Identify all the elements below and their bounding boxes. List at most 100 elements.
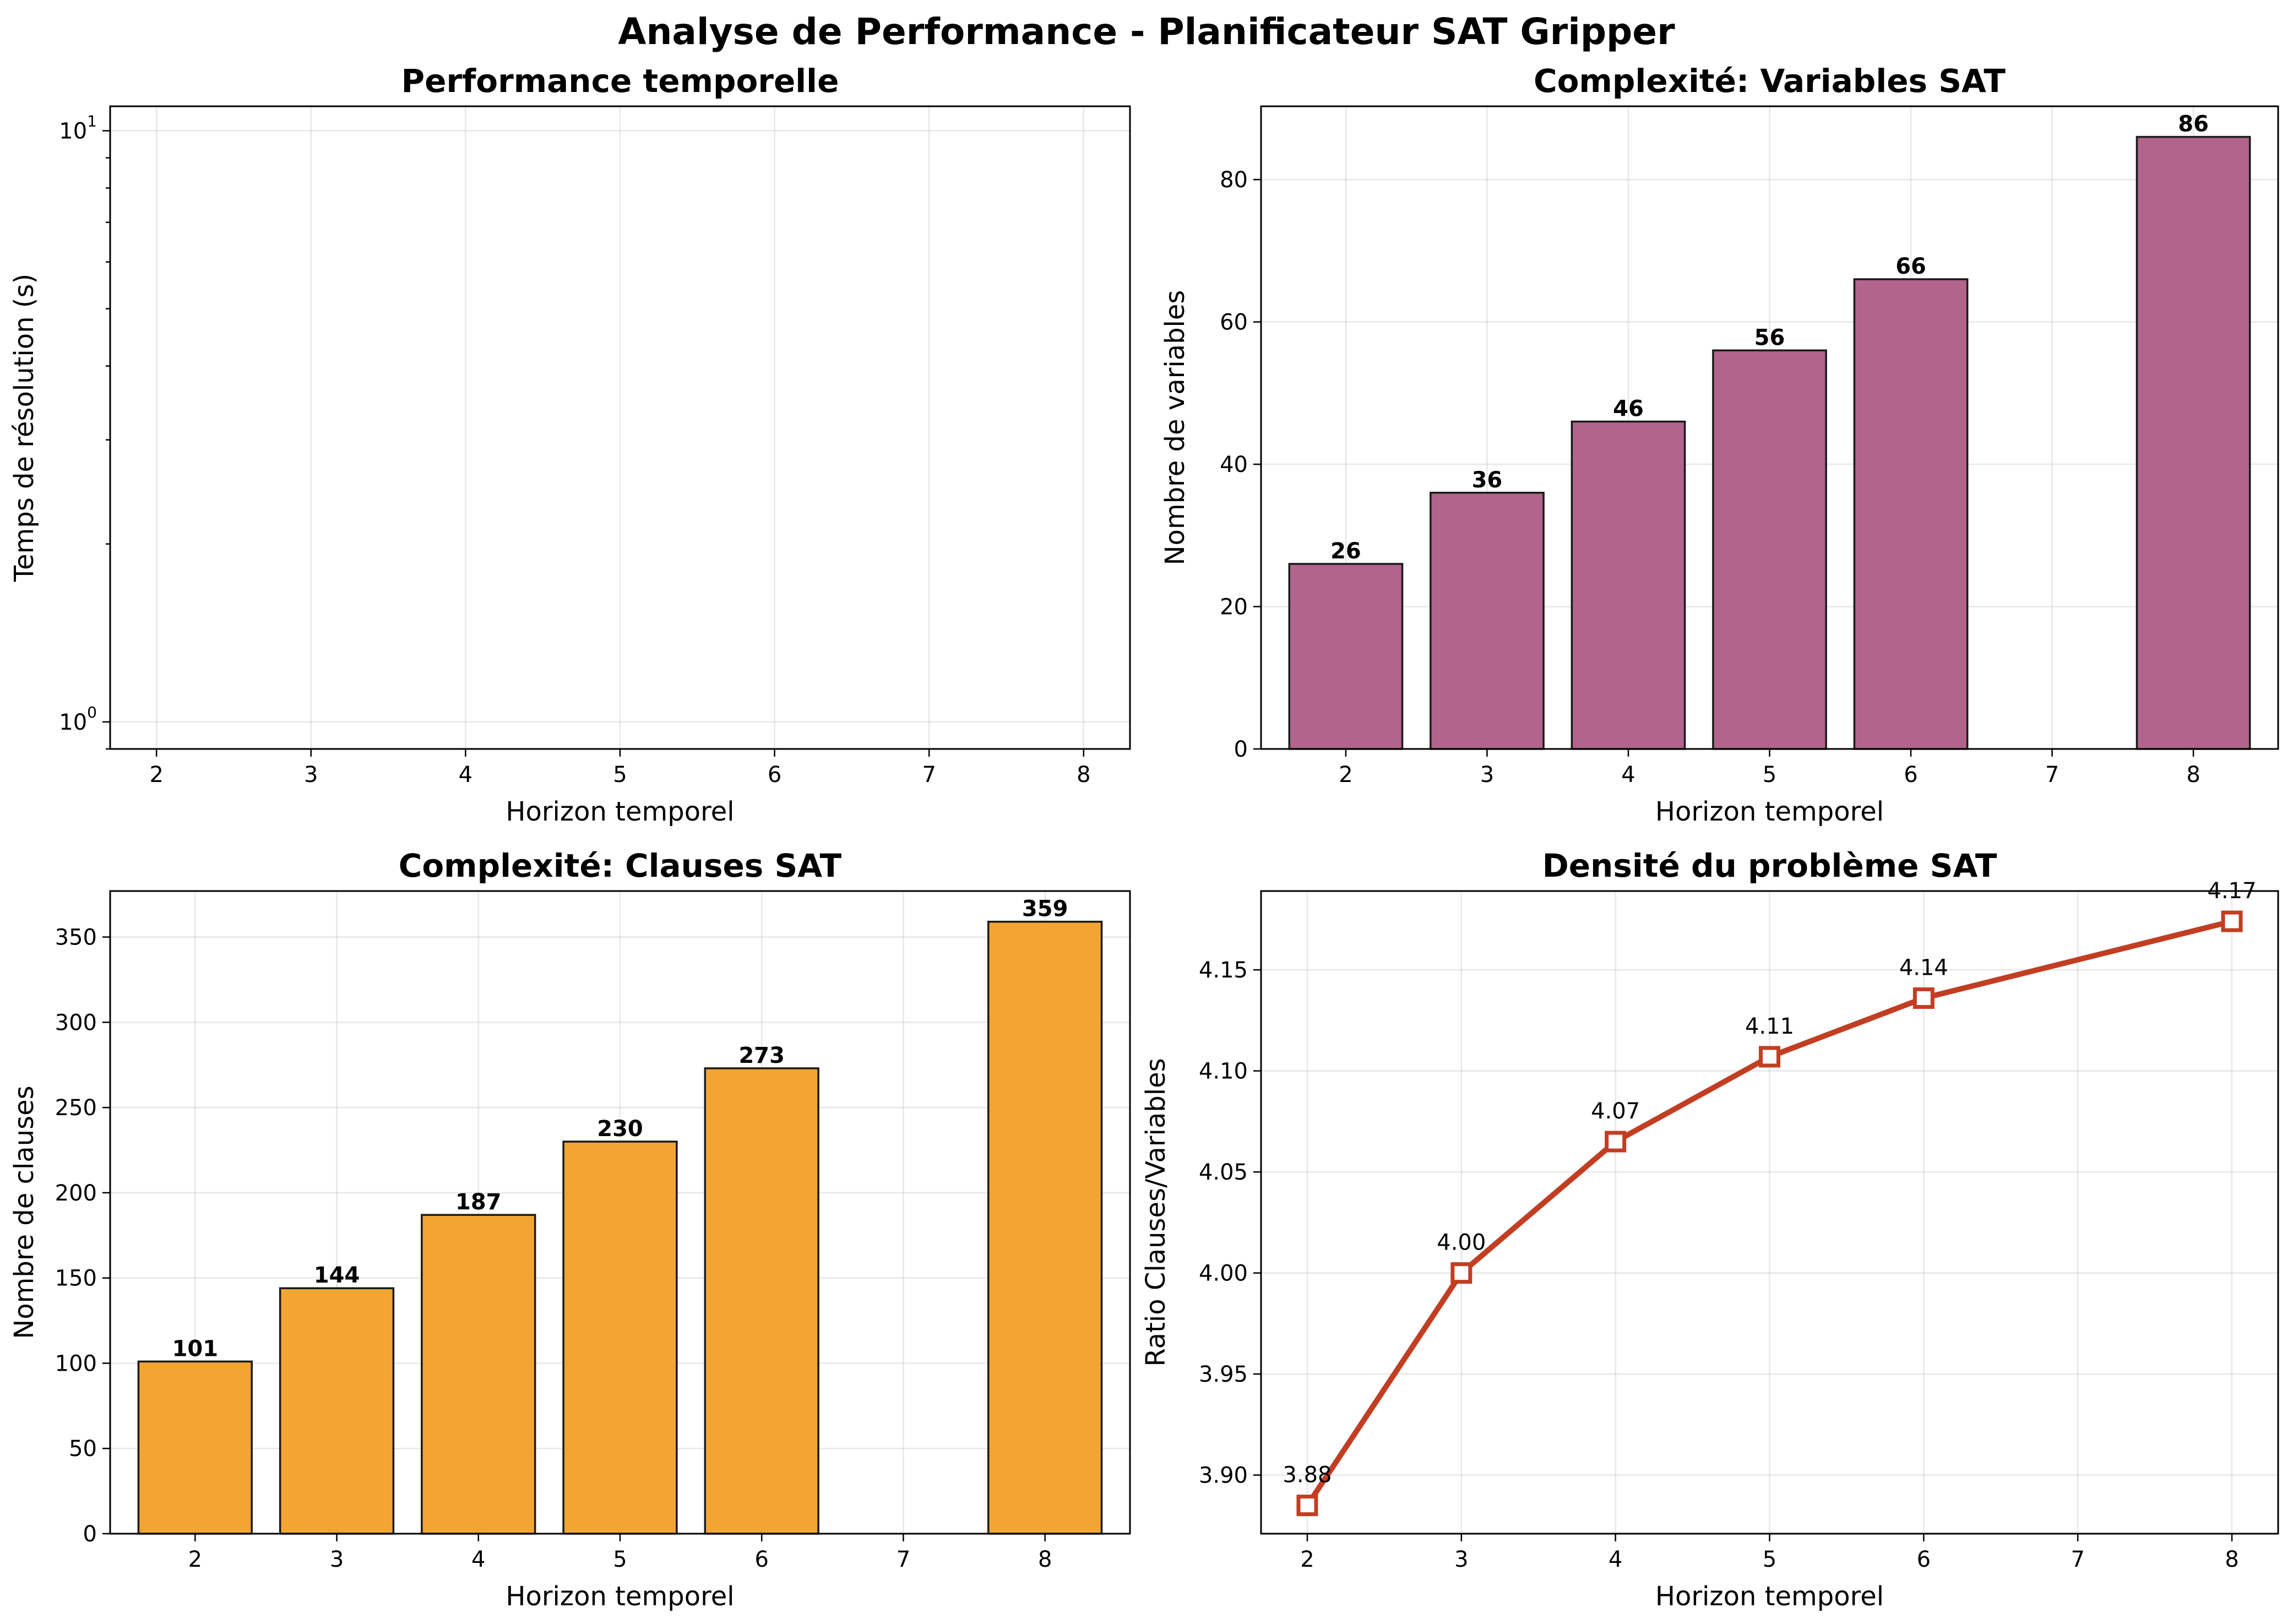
y-tick-label: 50	[69, 1436, 97, 1462]
x-tick-label: 2	[149, 762, 163, 787]
x-tick-label: 2	[1339, 762, 1352, 787]
bar	[421, 1214, 536, 1535]
x-tick-label: 2	[188, 1547, 202, 1572]
bar-value-label: 230	[597, 1116, 643, 1142]
bar	[1288, 563, 1404, 750]
x-tick-label: 5	[613, 1547, 627, 1572]
y-tick-label: 4.15	[1199, 958, 1248, 983]
x-axis-label: Horizon temporel	[1655, 796, 1884, 827]
bar-value-label: 101	[172, 1336, 219, 1361]
x-tick-label: 5	[1763, 1547, 1776, 1572]
x-axis-label: Horizon temporel	[1655, 1581, 1884, 1612]
x-tick-label: 3	[1454, 1547, 1468, 1572]
x-axis-label: Horizon temporel	[506, 1581, 734, 1612]
x-tick-label: 7	[922, 762, 936, 787]
bar	[562, 1140, 678, 1535]
x-tick-label: 4	[459, 762, 472, 787]
data-point	[1450, 1262, 1472, 1284]
point-value-label: 4.11	[1745, 1014, 1794, 1039]
y-tick-label: 40	[1220, 452, 1248, 477]
y-axis-label: Nombre de variables	[1160, 290, 1191, 566]
x-tick-label: 3	[330, 1547, 344, 1572]
y-tick-label: 4.10	[1199, 1059, 1248, 1084]
bar	[279, 1287, 395, 1535]
panel-clauses-sat: 101 144 187 230 273 359 2 3 4 5 6 7 8 0 50 100 150 200 250…	[9, 847, 1131, 1612]
bar	[1712, 349, 1827, 750]
y-tick-label: 4.00	[1199, 1261, 1248, 1286]
x-tick-label: 3	[1480, 762, 1494, 787]
x-tick-label: 2	[1300, 1547, 1314, 1572]
y-tick-label: 3.95	[1199, 1362, 1248, 1387]
point-value-label: 4.00	[1437, 1230, 1486, 1256]
y-tick-label: 0	[83, 1522, 97, 1547]
panel-title: Performance temporelle	[401, 62, 839, 100]
bar-value-label: 144	[314, 1263, 360, 1288]
y-tick-exponent: 1	[87, 112, 97, 130]
panel-title: Densité du problème SAT	[1542, 847, 1997, 884]
x-tick-label: 8	[1077, 762, 1090, 787]
x-tick-label: 8	[2225, 1547, 2238, 1572]
x-tick-label: 8	[2186, 762, 2200, 787]
x-tick-label: 4	[471, 1547, 485, 1572]
x-tick-label: 4	[1621, 762, 1635, 787]
x-tick-label: 6	[768, 762, 781, 787]
bar-value-label: 26	[1330, 539, 1361, 564]
y-tick-exponent: 0	[87, 703, 97, 721]
panel-title: Complexité: Variables SAT	[1534, 62, 2006, 100]
bar	[2136, 135, 2251, 750]
data-point	[2221, 910, 2243, 932]
point-value-label: 4.07	[1591, 1099, 1640, 1124]
y-axis-label: Nombre de clauses	[9, 1085, 40, 1339]
data-point	[1605, 1131, 1627, 1153]
x-tick-label: 6	[754, 1547, 768, 1572]
bar	[987, 920, 1103, 1535]
data-point	[1912, 987, 1935, 1009]
x-tick-label: 7	[2071, 1547, 2084, 1572]
y-axis-label: Ratio Clauses/Variables	[1140, 1058, 1171, 1366]
panel-densite: 3.884.004.074.114.144.172 3 4 5 6 7 83.903.954…	[1140, 847, 2279, 1612]
x-tick-label: 7	[2045, 762, 2059, 787]
bar	[1430, 492, 1545, 750]
panel-title: Complexité: Clauses SAT	[399, 847, 842, 884]
x-tick-label: 8	[1038, 1547, 1052, 1572]
y-tick-label: 101	[59, 112, 97, 144]
x-tick-label: 6	[1917, 1547, 1931, 1572]
bar	[704, 1067, 819, 1535]
y-tick-label: 200	[55, 1181, 97, 1206]
point-value-label: 3.88	[1283, 1463, 1332, 1488]
bar-value-label: 187	[455, 1190, 502, 1215]
bar-value-label: 66	[1895, 254, 1926, 279]
bar-value-label: 359	[1022, 897, 1068, 922]
y-tick-label: 0	[1234, 737, 1248, 762]
bar	[1853, 278, 1969, 750]
data-point	[1759, 1046, 1780, 1068]
x-tick-label: 6	[1904, 762, 1917, 787]
x-tick-label: 4	[1609, 1547, 1622, 1572]
y-tick-label: 300	[55, 1010, 97, 1035]
y-tick-label: 20	[1220, 595, 1248, 620]
figure-suptitle: Analyse de Performance - Planificateur S…	[618, 10, 1675, 53]
bar-value-label: 36	[1472, 468, 1503, 493]
x-tick-label: 5	[613, 762, 627, 787]
y-tick-label: 4.05	[1199, 1160, 1248, 1185]
data-point	[1296, 1495, 1318, 1517]
y-tick-label: 350	[55, 925, 97, 950]
bar	[1571, 420, 1686, 750]
x-tick-label: 3	[304, 762, 318, 787]
y-tick-label: 3.90	[1199, 1463, 1248, 1489]
bar-value-label: 46	[1613, 397, 1644, 422]
x-axis-label: Horizon temporel	[506, 796, 734, 827]
y-tick-base: 10	[59, 710, 87, 735]
y-tick-label: 150	[55, 1266, 97, 1291]
series-line	[1305, 919, 2233, 1507]
bar	[137, 1360, 253, 1535]
bar-value-label: 86	[2178, 112, 2209, 137]
y-tick-base: 10	[59, 118, 87, 144]
y-tick-label: 80	[1220, 167, 1248, 193]
y-tick-label: 100	[59, 703, 97, 735]
bar-value-label: 56	[1754, 325, 1785, 350]
point-value-label: 4.14	[1899, 955, 1948, 981]
